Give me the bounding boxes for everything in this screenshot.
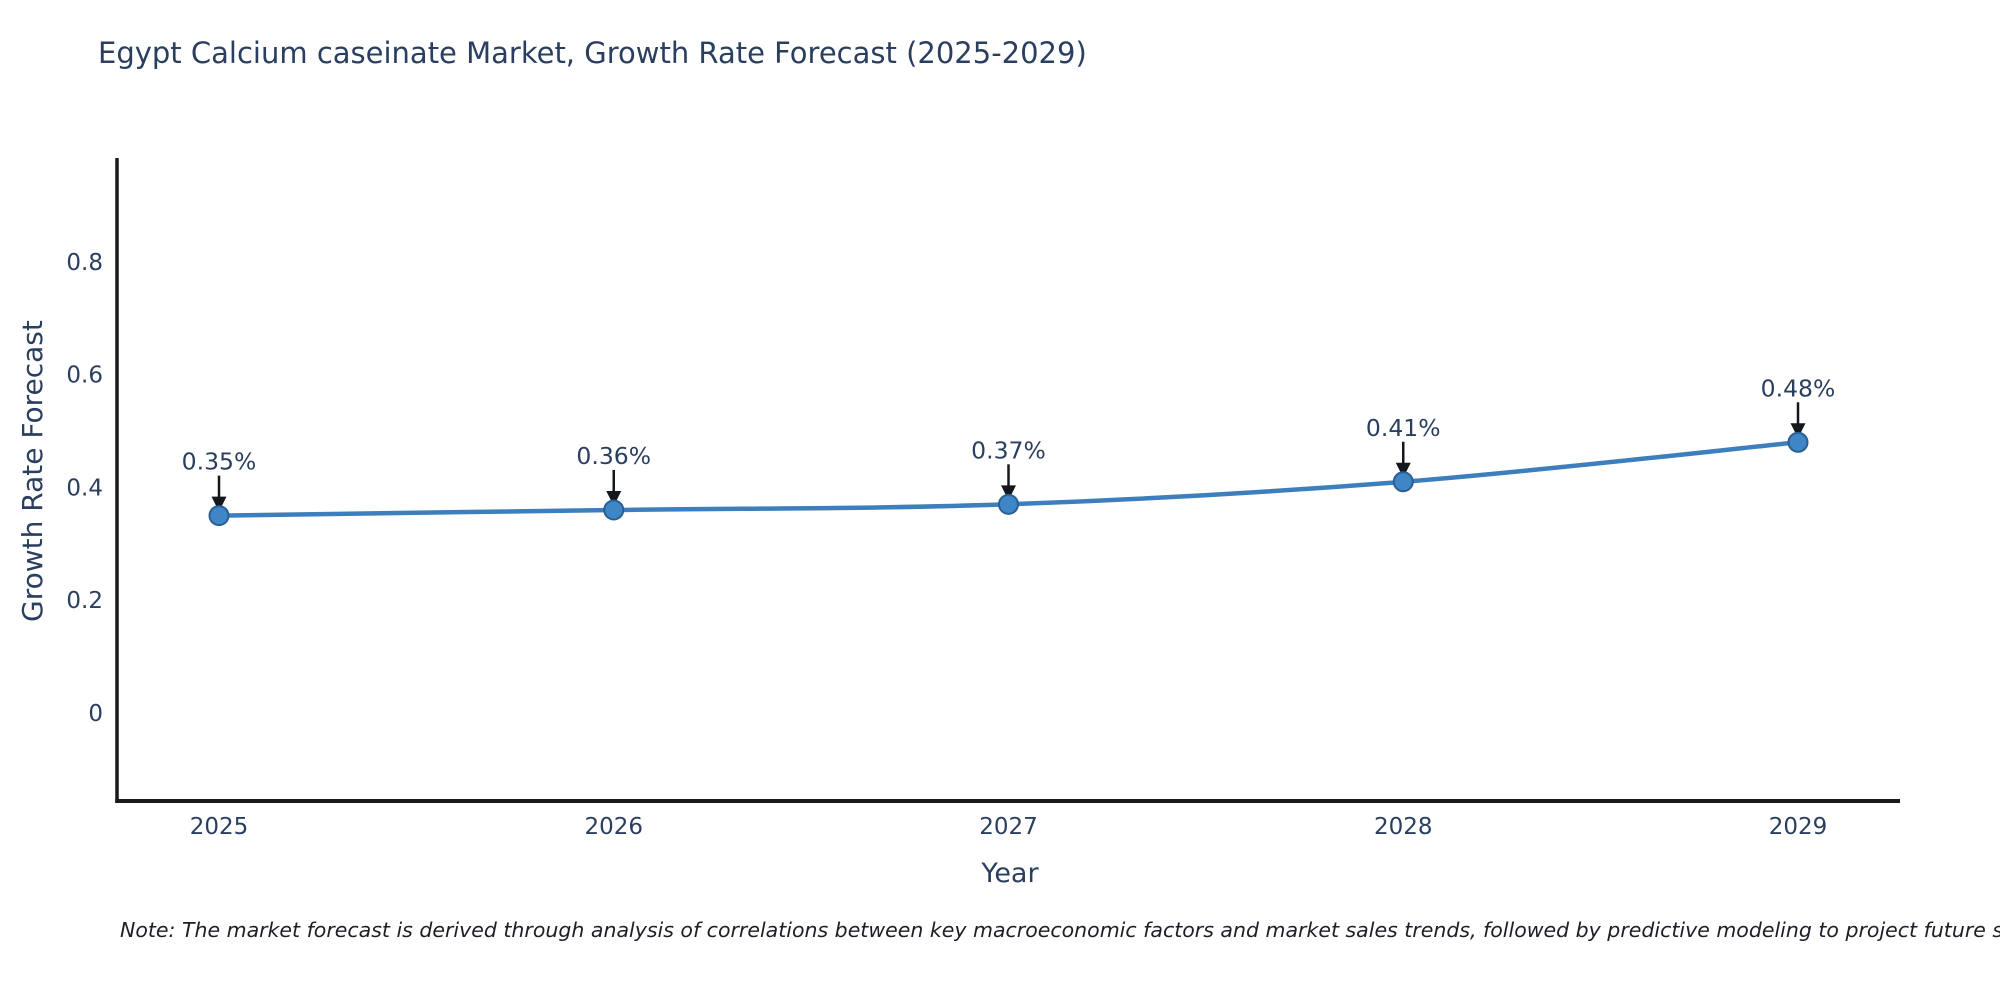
annotation-arrowhead bbox=[1395, 462, 1411, 478]
x-tick-label: 2025 bbox=[190, 814, 249, 840]
chart-title: Egypt Calcium caseinate Market, Growth R… bbox=[98, 36, 1087, 70]
data-point-marker bbox=[1392, 471, 1414, 493]
point-annotation-label: 0.37% bbox=[971, 436, 1046, 464]
x-tick-label: 2026 bbox=[584, 814, 643, 840]
y-tick-label: 0.4 bbox=[66, 475, 103, 501]
x-tick-label: 2028 bbox=[1374, 814, 1433, 840]
point-annotation-label: 0.41% bbox=[1366, 414, 1441, 442]
x-tick-label: 2029 bbox=[1769, 814, 1828, 840]
annotation-arrowhead bbox=[1001, 485, 1016, 501]
point-annotation-label: 0.35% bbox=[182, 448, 257, 476]
point-annotation-label: 0.48% bbox=[1761, 374, 1836, 402]
data-point-marker bbox=[998, 493, 1019, 515]
y-tick-label: 0.2 bbox=[66, 588, 103, 614]
x-axis-title: Year bbox=[981, 858, 1039, 889]
annotation-arrowhead bbox=[606, 490, 622, 506]
y-tick-label: 0.6 bbox=[66, 363, 103, 389]
footnote: Note: The market forecast is derived thr… bbox=[120, 918, 2000, 942]
y-tick-label: 0 bbox=[88, 701, 103, 727]
data-point-marker bbox=[208, 505, 230, 527]
annotation-arrowhead bbox=[211, 496, 227, 512]
x-tick-label: 2027 bbox=[979, 814, 1038, 840]
y-tick-label: 0.8 bbox=[66, 250, 103, 276]
data-point-marker bbox=[603, 499, 625, 521]
annotation-arrowhead bbox=[1790, 423, 1806, 439]
data-point-marker bbox=[1787, 431, 1809, 453]
point-annotation-label: 0.36% bbox=[576, 442, 651, 470]
